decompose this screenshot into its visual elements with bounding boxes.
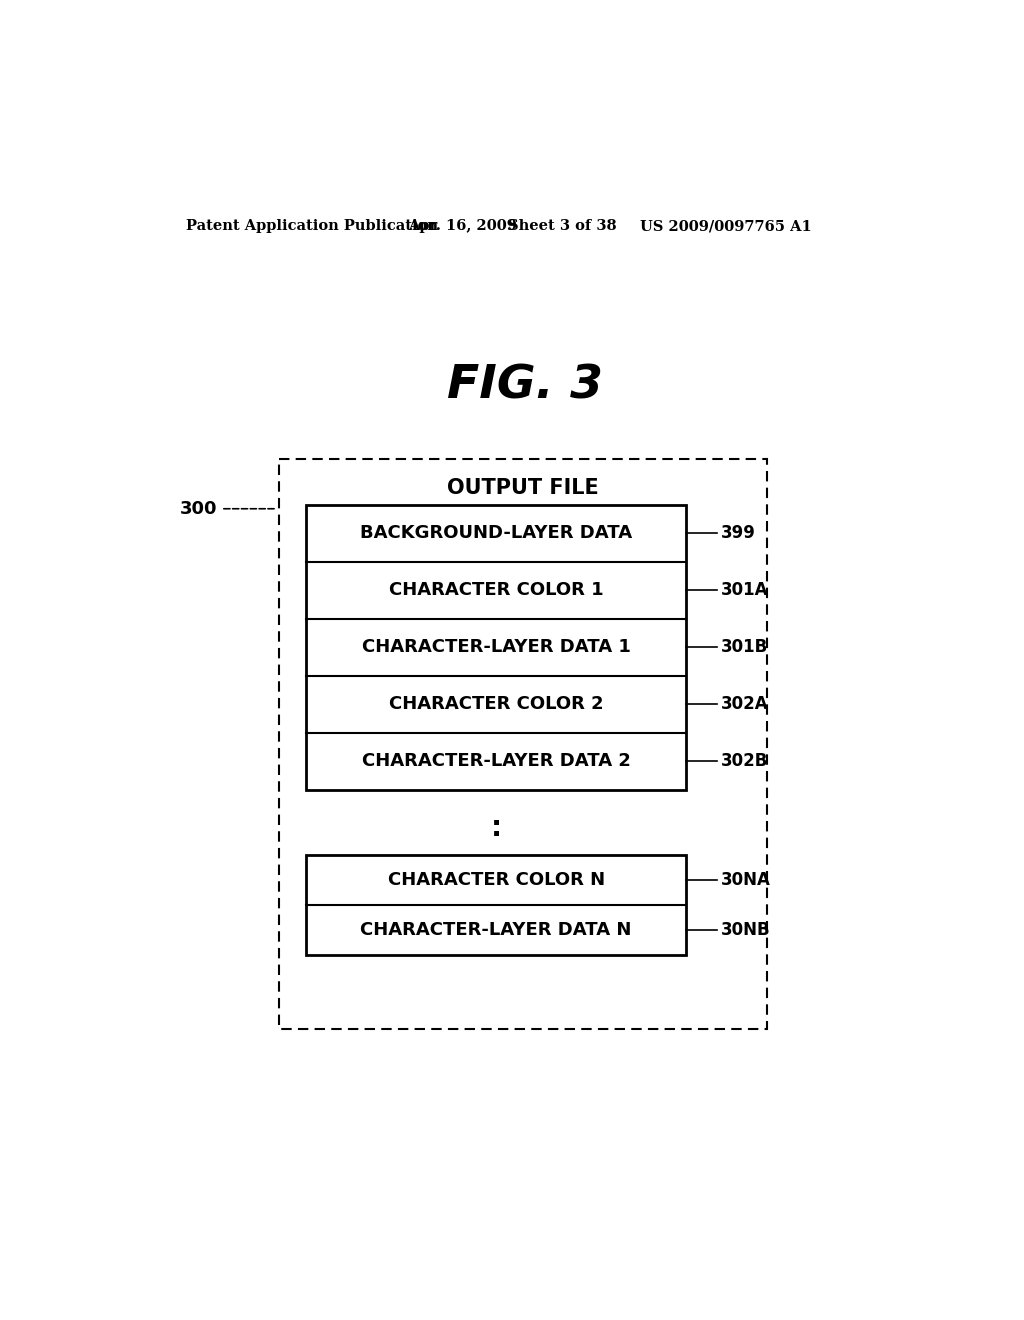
Text: CHARACTER-LAYER DATA 1: CHARACTER-LAYER DATA 1 (361, 639, 631, 656)
Text: 30NA: 30NA (721, 871, 771, 890)
Bar (306, 855, 686, 956)
Text: Apr. 16, 2009: Apr. 16, 2009 (409, 219, 517, 234)
Text: CHARACTER-LAYER DATA 2: CHARACTER-LAYER DATA 2 (361, 752, 631, 771)
Text: 301B: 301B (721, 639, 768, 656)
Text: 30NB: 30NB (721, 921, 770, 940)
Text: CHARACTER COLOR 1: CHARACTER COLOR 1 (389, 581, 603, 599)
Text: Sheet 3 of 38: Sheet 3 of 38 (508, 219, 616, 234)
Text: CHARACTER COLOR 2: CHARACTER COLOR 2 (389, 696, 603, 713)
Text: 302B: 302B (721, 752, 768, 771)
Text: 300: 300 (179, 500, 217, 517)
Bar (280, 459, 767, 1028)
Text: CHARACTER-LAYER DATA N: CHARACTER-LAYER DATA N (360, 921, 632, 940)
Text: US 2009/0097765 A1: US 2009/0097765 A1 (640, 219, 811, 234)
Text: :: : (490, 814, 502, 842)
Text: CHARACTER COLOR N: CHARACTER COLOR N (387, 871, 605, 890)
Text: 301A: 301A (721, 581, 768, 599)
Text: OUTPUT FILE: OUTPUT FILE (447, 478, 599, 498)
Text: Patent Application Publication: Patent Application Publication (186, 219, 438, 234)
Text: 399: 399 (721, 524, 756, 543)
Bar (306, 506, 686, 789)
Text: BACKGROUND-LAYER DATA: BACKGROUND-LAYER DATA (360, 524, 632, 543)
Text: 302A: 302A (721, 696, 768, 713)
Text: FIG. 3: FIG. 3 (446, 363, 603, 408)
